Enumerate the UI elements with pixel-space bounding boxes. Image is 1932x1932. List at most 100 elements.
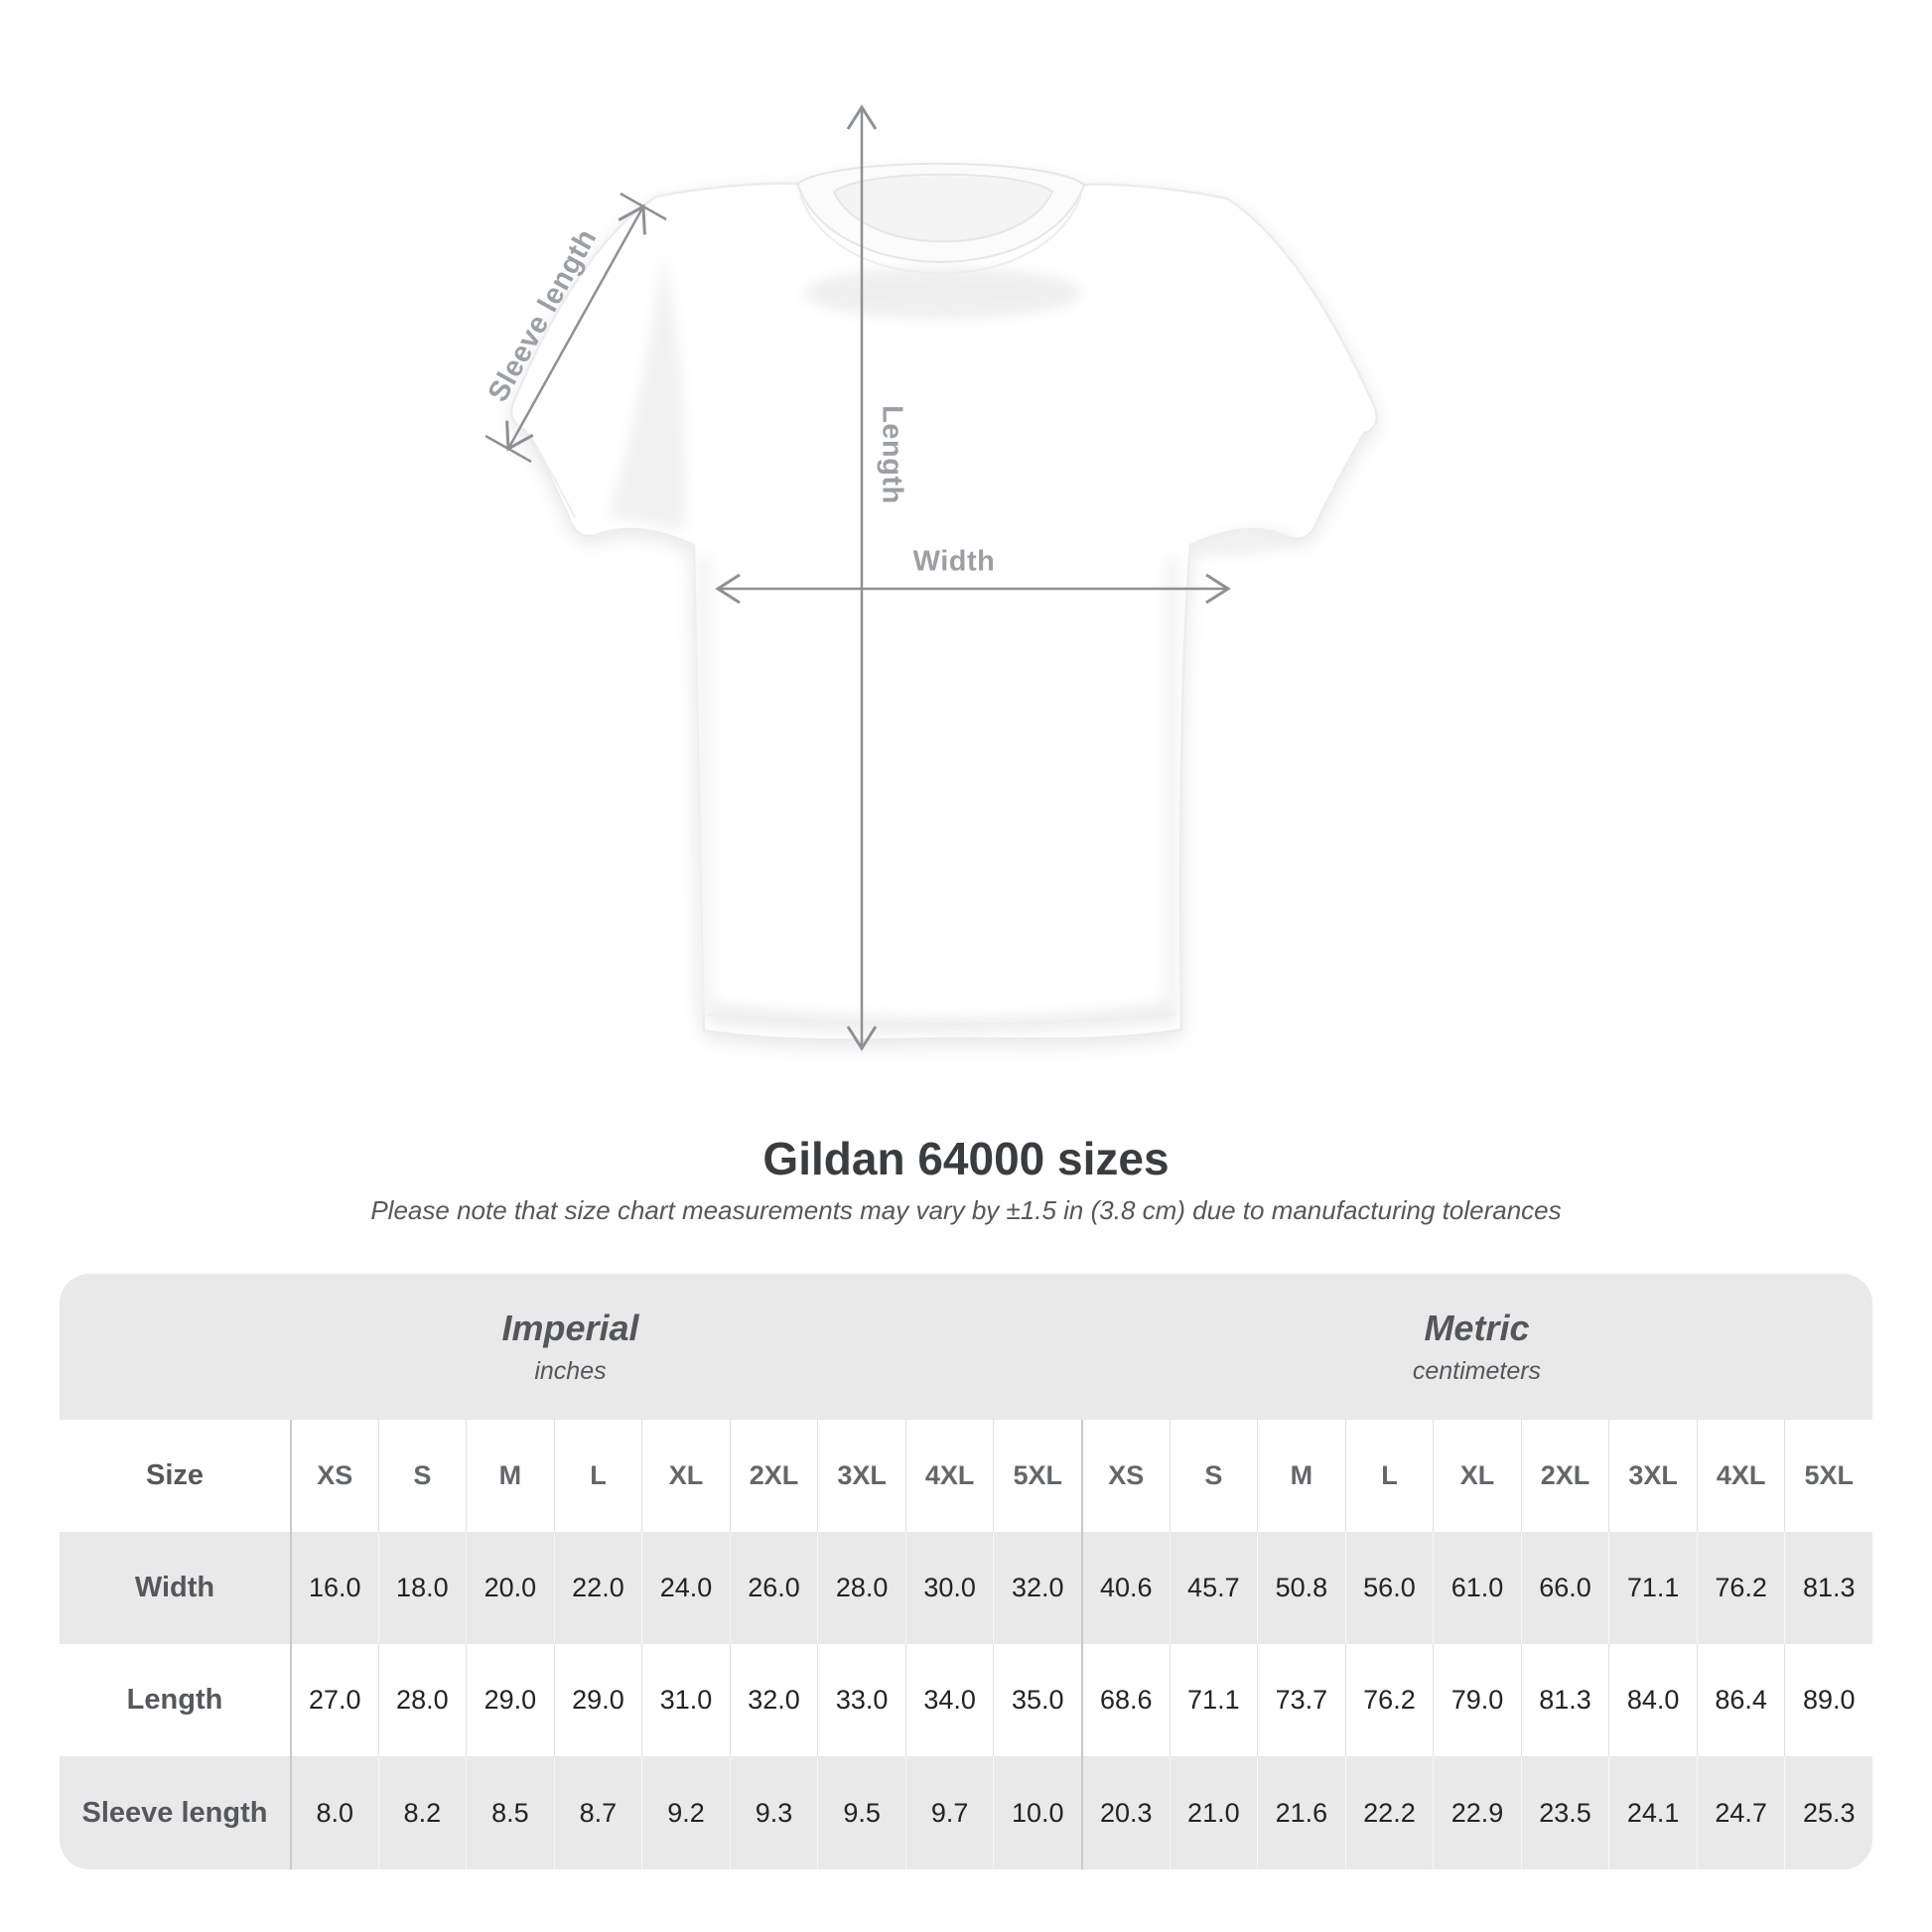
imperial-size-header-3XL: 3XL bbox=[817, 1420, 905, 1532]
table-row: Width 16.0 18.0 20.0 22.0 24.0 26.0 28.0 30.0 32.… bbox=[60, 1532, 1872, 1644]
metric-value-cell: 24.1 bbox=[1608, 1756, 1697, 1869]
imperial-value-cell: 8.5 bbox=[466, 1756, 554, 1869]
metric-value-cell: 56.0 bbox=[1344, 1532, 1434, 1644]
metric-value-cell: 21.6 bbox=[1257, 1756, 1345, 1869]
metric-value-cell: 81.3 bbox=[1520, 1644, 1609, 1756]
imperial-value-cell: 27.0 bbox=[290, 1644, 378, 1756]
measurement-row-label: Sleeve length bbox=[81, 1796, 268, 1829]
imperial-label: Imperial bbox=[501, 1308, 639, 1349]
metric-value-cell: 61.0 bbox=[1433, 1532, 1521, 1644]
imperial-size-header-L: L bbox=[553, 1420, 642, 1532]
imperial-value-cell: 9.5 bbox=[817, 1756, 905, 1869]
metric-size-header-L: L bbox=[1344, 1420, 1434, 1532]
unit-group-header-row: Imperial inches Metric centimeters bbox=[60, 1274, 1872, 1420]
imperial-value-cell: 32.0 bbox=[993, 1532, 1081, 1644]
imperial-size-header-5XL: 5XL bbox=[993, 1420, 1081, 1532]
imperial-size-header-XS: XS bbox=[290, 1420, 378, 1532]
metric-value-cell: 50.8 bbox=[1257, 1532, 1345, 1644]
width-arrowhead-left bbox=[715, 573, 741, 605]
imperial-size-header-2XL: 2XL bbox=[729, 1420, 818, 1532]
dimension-lines bbox=[484, 104, 1231, 1051]
hem-seam bbox=[706, 1013, 1178, 1026]
metric-group-header: Metric centimeters bbox=[1081, 1274, 1872, 1420]
tshirt-measurement-diagram: Sleeve length Length Width bbox=[483, 104, 1378, 1051]
metric-value-cell: 76.2 bbox=[1344, 1644, 1434, 1756]
width-arrowhead-right bbox=[1205, 573, 1231, 605]
width-dim-label: Width bbox=[912, 545, 996, 578]
table-row: Size XS S M L XL 2XL 3XL 4XL 5XL XS S M L XL 2XL 3XL 4XL 5… bbox=[60, 1420, 1872, 1532]
imperial-value-cell: 18.0 bbox=[377, 1532, 467, 1644]
length-arrowhead-top bbox=[846, 104, 878, 130]
metric-value-cell: 84.0 bbox=[1608, 1644, 1697, 1756]
sleeve-end-cap-top bbox=[620, 192, 667, 221]
imperial-unit-label: inches bbox=[534, 1356, 607, 1385]
metric-value-cell: 25.3 bbox=[1784, 1756, 1872, 1869]
imperial-value-cell: 30.0 bbox=[904, 1532, 994, 1644]
metric-value-cell: 79.0 bbox=[1433, 1644, 1521, 1756]
metric-label: Metric bbox=[1424, 1308, 1530, 1349]
metric-size-header-2XL: 2XL bbox=[1520, 1420, 1609, 1532]
metric-value-cell: 24.7 bbox=[1696, 1756, 1785, 1869]
length-arrowhead-bottom bbox=[846, 1026, 878, 1051]
size-table: Imperial inches Metric centimeters Size X… bbox=[60, 1274, 1872, 1869]
metric-size-header-4XL: 4XL bbox=[1696, 1420, 1785, 1532]
imperial-value-cell: 8.7 bbox=[553, 1756, 642, 1869]
size-column-header: Size bbox=[145, 1459, 205, 1491]
tshirt-shading bbox=[608, 248, 1299, 1035]
metric-size-header-5XL: 5XL bbox=[1784, 1420, 1872, 1532]
metric-value-cell: 23.5 bbox=[1520, 1756, 1609, 1869]
metric-value-cell: 66.0 bbox=[1520, 1532, 1609, 1644]
imperial-size-header-S: S bbox=[377, 1420, 467, 1532]
metric-value-cell: 86.4 bbox=[1696, 1644, 1785, 1756]
imperial-value-cell: 9.3 bbox=[729, 1756, 818, 1869]
imperial-value-cell: 8.2 bbox=[377, 1756, 467, 1869]
metric-size-header-3XL: 3XL bbox=[1608, 1420, 1697, 1532]
imperial-value-cell: 22.0 bbox=[553, 1532, 642, 1644]
metric-value-cell: 40.6 bbox=[1081, 1532, 1170, 1644]
metric-size-header-M: M bbox=[1257, 1420, 1345, 1532]
sleeve-end-cap-bottom bbox=[484, 434, 532, 464]
metric-size-header-XL: XL bbox=[1433, 1420, 1521, 1532]
imperial-value-cell: 8.0 bbox=[290, 1756, 378, 1869]
metric-unit-label: centimeters bbox=[1412, 1356, 1542, 1385]
metric-value-cell: 71.1 bbox=[1169, 1644, 1258, 1756]
collar bbox=[795, 162, 1086, 263]
imperial-value-cell: 26.0 bbox=[729, 1532, 818, 1644]
imperial-value-cell: 31.0 bbox=[641, 1644, 730, 1756]
imperial-value-cell: 24.0 bbox=[641, 1532, 730, 1644]
imperial-value-cell: 16.0 bbox=[290, 1532, 378, 1644]
imperial-size-header-XL: XL bbox=[641, 1420, 730, 1532]
metric-size-header-S: S bbox=[1169, 1420, 1258, 1532]
metric-value-cell: 76.2 bbox=[1696, 1532, 1785, 1644]
metric-value-cell: 22.2 bbox=[1344, 1756, 1434, 1869]
table-row: Sleeve length 8.0 8.2 8.5 8.7 9.2 9.3 9.5 9.7 10.… bbox=[60, 1756, 1872, 1869]
imperial-value-cell: 9.2 bbox=[641, 1756, 730, 1869]
page-title: Gildan 64000 sizes bbox=[762, 1133, 1170, 1184]
metric-value-cell: 45.7 bbox=[1169, 1532, 1258, 1644]
metric-value-cell: 68.6 bbox=[1081, 1644, 1170, 1756]
imperial-value-cell: 29.0 bbox=[466, 1644, 554, 1756]
imperial-value-cell: 20.0 bbox=[466, 1532, 554, 1644]
length-dim-label: Length bbox=[876, 405, 908, 504]
metric-value-cell: 73.7 bbox=[1257, 1644, 1345, 1756]
imperial-value-cell: 32.0 bbox=[729, 1644, 818, 1756]
table-row: Length 27.0 28.0 29.0 29.0 31.0 32.0 33.0 34.0 35… bbox=[60, 1644, 1872, 1756]
imperial-value-cell: 35.0 bbox=[993, 1644, 1081, 1756]
metric-value-cell: 89.0 bbox=[1784, 1644, 1872, 1756]
imperial-size-header-4XL: 4XL bbox=[904, 1420, 994, 1532]
imperial-value-cell: 28.0 bbox=[817, 1532, 905, 1644]
metric-value-cell: 71.1 bbox=[1608, 1532, 1697, 1644]
metric-value-cell: 20.3 bbox=[1081, 1756, 1170, 1869]
measurement-row-label: Length bbox=[126, 1684, 223, 1716]
left-sleeve-seam bbox=[528, 433, 576, 518]
tshirt-illustration bbox=[484, 104, 1378, 1051]
metric-value-cell: 81.3 bbox=[1784, 1532, 1872, 1644]
tshirt-shape bbox=[509, 162, 1378, 1041]
metric-value-cell: 21.0 bbox=[1169, 1756, 1258, 1869]
imperial-value-cell: 9.7 bbox=[904, 1756, 994, 1869]
tolerance-note: Please note that size chart measurements… bbox=[370, 1195, 1562, 1225]
collar-seam bbox=[799, 194, 1082, 275]
sleeve-length-line bbox=[506, 206, 645, 450]
imperial-value-cell: 34.0 bbox=[904, 1644, 994, 1756]
